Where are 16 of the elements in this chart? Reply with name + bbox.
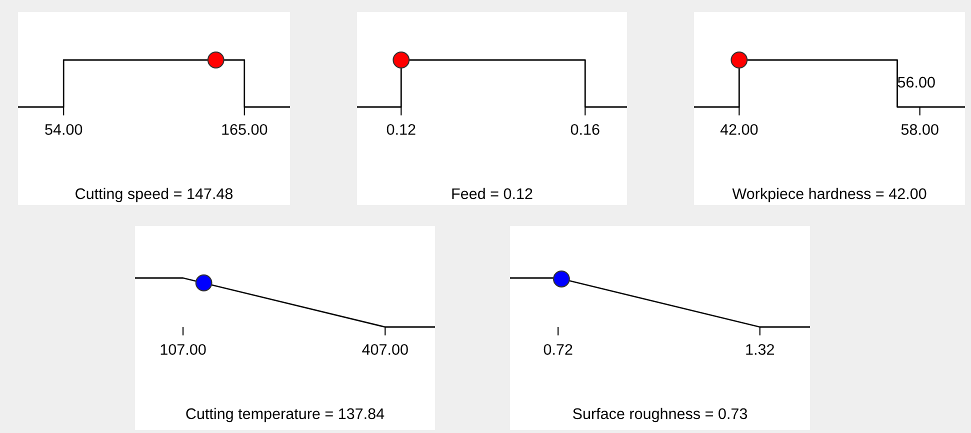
x-axis-title: Workpiece hardness = 42.00 — [732, 188, 926, 202]
x-axis-title: Feed = 0.12 — [452, 188, 532, 200]
x-tick-label: 54.00 — [45, 124, 82, 135]
annotation: 56.00 — [898, 76, 935, 88]
x-tick-label: 0.72 — [544, 344, 572, 355]
x-tick-label: 42.00 — [720, 124, 758, 135]
x-axis-title: Surface roughness = 0.73 — [573, 408, 748, 422]
x-axis-title: Cutting temperature = 137.84 — [186, 408, 384, 422]
x-tick-label: 1.32 — [746, 344, 774, 355]
x-tick-label: 107.00 — [160, 344, 206, 355]
x-tick-label: 58.00 — [901, 124, 938, 135]
x-tick-label: 0.16 — [570, 124, 600, 135]
x-tick-label: 407.00 — [362, 344, 408, 355]
x-tick-label: 165.00 — [222, 124, 268, 135]
x-axis-title: Cutting speed = 147.48 — [76, 188, 233, 202]
x-tick-label: 0.12 — [386, 124, 416, 135]
